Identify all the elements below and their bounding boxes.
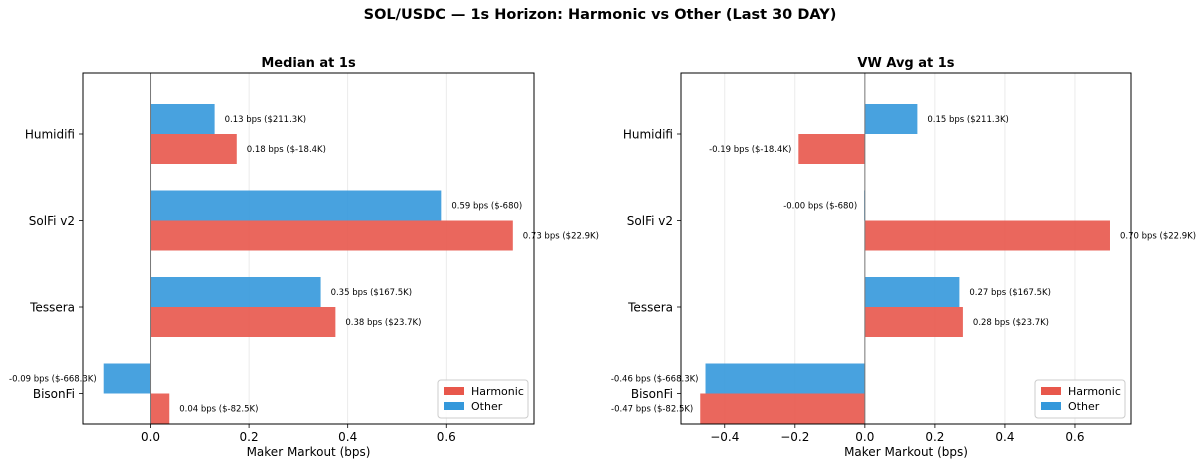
vw-avg-data-label: -0.47 bps ($-82.5K) <box>611 405 693 415</box>
vw-avg-legend-swatch-other <box>1041 402 1061 410</box>
vw-avg-data-label: 0.15 bps ($211.3K) <box>927 115 1009 125</box>
vw-avg-axes-frame <box>680 72 1132 425</box>
median-category-label: BisonFi <box>33 387 75 401</box>
median-data-label: 0.35 bps ($167.5K) <box>331 288 413 298</box>
median-data-label: 0.38 bps ($23.7K) <box>345 318 421 328</box>
vw-avg-xtick-label: 0.2 <box>925 430 944 444</box>
vw-avg-data-label: 0.70 bps ($22.9K) <box>1120 232 1196 242</box>
median-data-label: 0.18 bps ($-18.4K) <box>247 145 326 155</box>
median-data-label: 0.04 bps ($-82.5K) <box>179 405 258 415</box>
vw-avg-xlabel: Maker Markout (bps) <box>844 445 968 459</box>
median-bar-harmonic-solfi-v2 <box>150 220 513 251</box>
median-title: Median at 1s <box>261 56 356 71</box>
vw-avg-xtick-label: −0.2 <box>780 430 809 444</box>
vw-avg-legend-swatch-harmonic <box>1041 387 1061 395</box>
median-data-label: -0.09 bps ($-668.3K) <box>9 375 97 385</box>
median-data-label: 0.13 bps ($211.3K) <box>225 115 307 125</box>
vw-avg-bar-other-tessera <box>864 277 960 307</box>
vw-avg-bar-harmonic-tessera <box>864 307 963 337</box>
vw-avg-title: VW Avg at 1s <box>857 56 954 71</box>
vw-avg-legend-label-other: Other <box>1068 400 1100 413</box>
chart-panel-vw-avg: 0.15 bps ($211.3K) -0.19 bps ($-18.4K) Hum… <box>611 56 1196 459</box>
median-bar-other-bisonfi <box>103 363 151 394</box>
median-bar-other-solfi-v2 <box>150 190 442 221</box>
vw-avg-data-label: -0.00 bps ($-680) <box>783 202 857 212</box>
vw-avg-category-label: BisonFi <box>631 387 673 401</box>
vw-avg-category-label: Tessera <box>627 301 673 315</box>
median-data-label: 0.73 bps ($22.9K) <box>523 232 599 242</box>
median-data-label: 0.59 bps ($-680) <box>451 202 522 212</box>
median-category-label: SolFi v2 <box>29 214 75 228</box>
vw-avg-category-label: SolFi v2 <box>627 214 673 228</box>
figure-title: SOL/USDC — 1s Horizon: Harmonic vs Other… <box>364 7 837 23</box>
vw-avg-bar-harmonic-humidifi <box>798 134 865 164</box>
vw-avg-xtick-label: 0.0 <box>855 430 874 444</box>
chart-panel-median: 0.13 bps ($211.3K) 0.18 bps ($-18.4K) Humi… <box>9 56 599 459</box>
median-bar-harmonic-bisonfi <box>150 393 170 424</box>
vw-avg-bar-other-bisonfi <box>705 363 865 394</box>
median-bar-other-tessera <box>150 277 321 307</box>
vw-avg-legend-label-harmonic: Harmonic <box>1068 385 1121 398</box>
vw-avg-category-label: Humidifi <box>623 128 673 142</box>
vw-avg-bar-other-humidifi <box>864 104 918 134</box>
vw-avg-xtick-label: 0.4 <box>995 430 1014 444</box>
vw-avg-bar-harmonic-solfi-v2 <box>864 220 1110 251</box>
median-legend: Harmonic Other <box>437 379 529 419</box>
vw-avg-data-label: -0.19 bps ($-18.4K) <box>709 145 791 155</box>
median-axes-frame <box>82 72 535 425</box>
vw-avg-bar-harmonic-bisonfi <box>700 393 865 424</box>
vw-avg-xtick-label: −0.4 <box>710 430 739 444</box>
median-category-label: Tessera <box>29 301 75 315</box>
median-legend-label-harmonic: Harmonic <box>471 385 524 398</box>
vw-avg-legend: Harmonic Other <box>1034 379 1126 419</box>
median-xtick-label: 0.2 <box>240 430 259 444</box>
vw-avg-data-label: -0.46 bps ($-668.3K) <box>611 375 699 385</box>
median-category-label: Humidifi <box>25 128 75 142</box>
median-xtick-label: 0.4 <box>338 430 357 444</box>
median-legend-swatch-other <box>444 402 464 410</box>
vw-avg-xtick-label: 0.6 <box>1065 430 1084 444</box>
vw-avg-data-label: 0.27 bps ($167.5K) <box>969 288 1051 298</box>
vw-avg-data-label: 0.28 bps ($23.7K) <box>973 318 1049 328</box>
median-xlabel: Maker Markout (bps) <box>247 445 371 459</box>
median-bar-harmonic-humidifi <box>150 134 237 164</box>
median-bar-other-humidifi <box>150 104 215 134</box>
median-legend-swatch-harmonic <box>444 387 464 395</box>
median-legend-label-other: Other <box>471 400 503 413</box>
median-bar-harmonic-tessera <box>150 307 336 337</box>
median-xtick-label: 0.6 <box>437 430 456 444</box>
median-xtick-label: 0.0 <box>141 430 160 444</box>
